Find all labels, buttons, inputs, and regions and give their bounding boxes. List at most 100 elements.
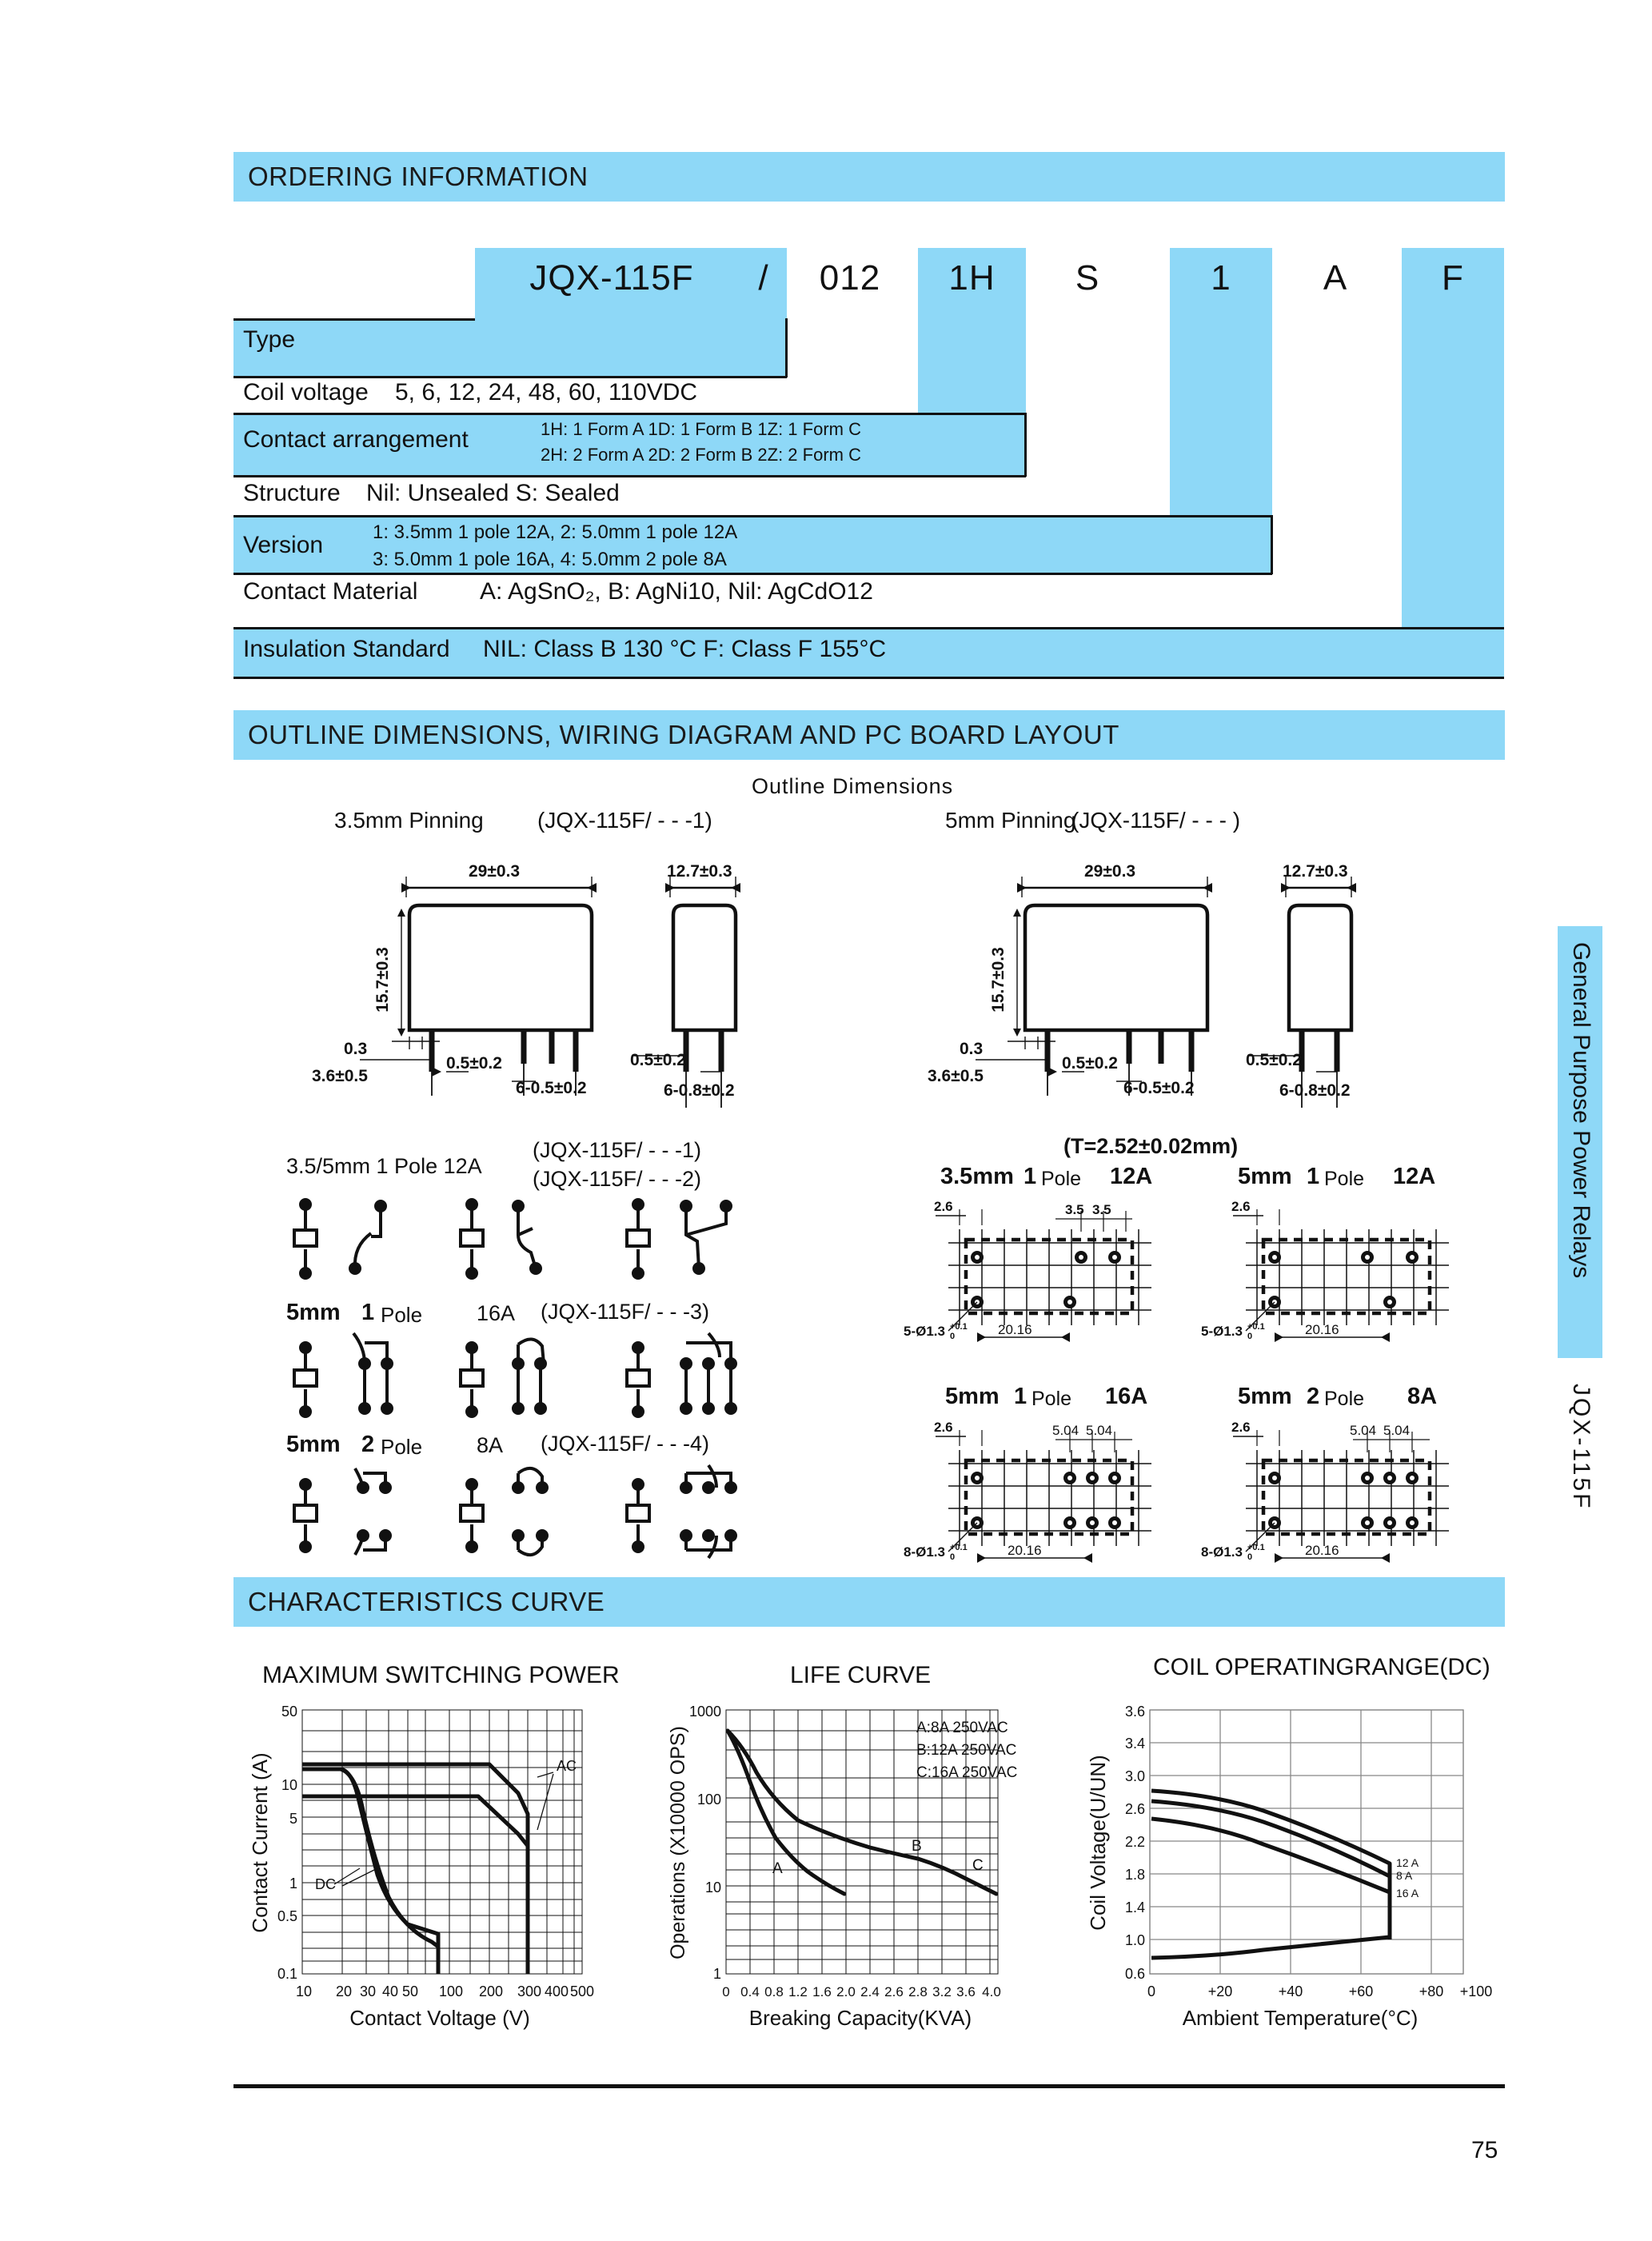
coil-symbol-2 [459,1198,485,1280]
chart2-label-b: B [912,1838,922,1855]
chart2-xtick-1p6: 1.6 [812,1984,832,1999]
series-8a [1151,1799,1392,1939]
pcb-2-holes: 5-Ø1.3 [1201,1324,1243,1339]
chart1-xlabel: Contact Voltage (V) [349,2006,529,2030]
wiring-symbols-1pole-16a [293,1332,737,1418]
chart2-xtick-4p0: 4.0 [982,1984,1001,1999]
dim-lead-top-right: 0.3 [960,1040,983,1058]
wiring-symbols-2pole-8a [293,1464,737,1560]
ordering-col-typerow [233,320,787,376]
pcb-layout-5mm-1pole-16a: 2.6 5.04 5.04 20.16 8-Ø1.3 +0.1 0 [904,1420,1151,1563]
pcb-2-tol-dn: 0 [1247,1332,1252,1341]
ordering-vline-1 [785,318,788,377]
pcb-1-poleword: Pole [1041,1168,1082,1190]
dim-pins-front-right: 6-0.5±0.2 [1123,1079,1195,1097]
pcb-layout-5mm-2pole-8a: 2.6 5.04 5.04 20.16 8-Ø1.3 +0.1 0 [1201,1420,1449,1563]
chart3-ytick-3p0: 3.0 [1125,1768,1145,1784]
ordering-rule-4 [233,475,1026,477]
ordering-label-version: Version [243,532,324,558]
coil-symbol-8 [459,1478,485,1553]
ordering-rule-2 [233,376,787,378]
coil-symbol-6 [625,1341,651,1418]
dim-height-left: 15.7±0.3 [373,947,392,1013]
pcb-2-poleword: Pole [1324,1168,1365,1190]
chart1-xtick-200: 200 [479,1983,503,1999]
ordering-col-insulation [1402,248,1504,629]
wiring-group2-current: 16A [477,1301,516,1325]
pcb-3-holes: 8-Ø1.3 [904,1544,945,1560]
pcb-4-poleword: Pole [1324,1388,1365,1410]
chart1-xtick-500: 500 [570,1983,594,1999]
contact-2pole-b-1 [512,1467,549,1556]
coil-symbol-1 [293,1198,318,1280]
contact-form-c-1 [680,1200,732,1275]
contact-form-b-2 [512,1337,547,1415]
pcb-4-top-dim-1: 5.04 [1350,1423,1376,1438]
footer-rule [233,2084,1505,2088]
pcb-2-pitch: 5mm [1238,1164,1292,1189]
dim-pin-thk-left: 0.5±0.2 [446,1054,502,1073]
chart2-ytick-100: 100 [697,1792,721,1808]
chart1-xtick-40: 40 [382,1983,398,1999]
outline-right-code: (JQX-115F/ - - - ) [1071,808,1241,833]
pcb-1-pitch: 3.5mm [940,1164,1014,1189]
chart3-ytick-1p4: 1.4 [1125,1899,1145,1915]
ordering-value-coil-voltage: 5, 6, 12, 24, 48, 60, 110VDC [395,379,698,405]
dim-offset-left: 3.6±0.5 [312,1067,368,1085]
ordering-code-structure: S [1075,258,1100,298]
wiring-group2-pitch: 5mm [286,1300,341,1325]
dim-width-right: 29±0.3 [1084,862,1135,881]
ordering-row-version [233,517,1272,574]
chart3-curve-label-16a: 16 A [1396,1887,1419,1899]
pcb-4-holes: 8-Ø1.3 [1201,1544,1243,1560]
outline-drawing-5mm: 29±0.3 15.7±0.3 0.3 3.6±0.5 0.5±0.2 6-0.… [928,862,1356,1108]
wiring-group3-polenum: 2 [361,1432,375,1457]
pcb-1-current: 12A [1110,1164,1153,1189]
series-b [725,1728,920,1861]
series-a [725,1728,847,1896]
ordering-code-type: JQX-115F [529,258,694,298]
ordering-rule-8 [233,677,1504,679]
chart2-legend-a: A:8A 250VAC [916,1720,1008,1736]
outline-caption: Outline Dimensions [752,774,954,798]
chart2-xtick-2p6: 2.6 [884,1984,904,1999]
pcb-2-left-dim: 2.6 [1231,1199,1251,1214]
pcb-1-holes: 5-Ø1.3 [904,1324,945,1339]
chart3-curve-label-12a: 12 A [1396,1856,1419,1869]
pcb-4-tol-up: +0.1 [1247,1543,1265,1552]
chart2-label-a: A [772,1860,783,1877]
chart-maximum-switching-power: AC DC 50 10 5 1 0.5 0.1 10 20 30 40 50 1… [248,1704,594,2030]
page-number: 75 [1471,2137,1498,2163]
wiring-group3-pitch: 5mm [286,1432,341,1457]
chart3-title: COIL OPERATINGRANGE(DC) [1153,1654,1490,1680]
dim-pin-thk-side-right: 0.5±0.2 [1246,1051,1302,1069]
chart1-ytick-0p1: 0.1 [277,1966,297,1982]
chart3-xtick-100: +100 [1460,1983,1493,1999]
ordering-value-structure: Nil: Unsealed S: Sealed [366,480,620,506]
series-must-release [1151,1935,1391,1960]
coil-symbol-9 [625,1478,651,1553]
series-dc-2 [302,1767,441,1974]
pcb-4-current: 8A [1407,1384,1438,1409]
chart1-xtick-100: 100 [439,1983,463,1999]
pcb-1-span: 20.16 [998,1322,1032,1337]
pcb-thickness-note: (T=2.52±0.02mm) [1063,1134,1239,1158]
dim-lead-top-left: 0.3 [344,1040,367,1058]
ordering-rule-5 [233,515,1272,517]
pcb-3-tol-up: +0.1 [950,1543,968,1552]
series-ac-2 [302,1794,530,1974]
pcb-4-polenum: 2 [1307,1384,1320,1409]
section-title-ordering: ORDERING INFORMATION [248,162,589,191]
ordering-value-version-2: 3: 5.0mm 1 pole 16A, 4: 5.0mm 2 pole 8A [373,549,727,570]
chart1-ylabel: Contact Current (A) [248,1752,272,1932]
pcb-3-current: 16A [1105,1384,1148,1409]
chart1-xtick-300: 300 [517,1983,541,1999]
ordering-label-type: Type [243,326,296,353]
pcb-1-polenum: 1 [1024,1164,1037,1189]
pcb-2-tol-up: +0.1 [1247,1322,1265,1332]
wiring-group3-code: (JQX-115F/ - - -4) [541,1432,710,1456]
chart2-xtick-3p6: 3.6 [956,1984,976,1999]
chart2-xtick-0: 0 [722,1984,729,1999]
chart3-ytick-1p0: 1.0 [1125,1932,1145,1948]
wiring-group2-code: (JQX-115F/ - - -3) [541,1300,710,1324]
